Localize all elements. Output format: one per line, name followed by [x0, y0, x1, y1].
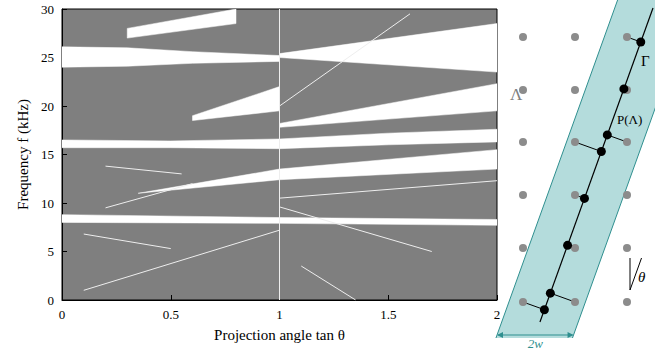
svg-text:2: 2 [494, 307, 501, 322]
svg-text:θ: θ [638, 269, 646, 285]
svg-text:20: 20 [41, 99, 54, 114]
svg-text:Λ: Λ [510, 85, 523, 104]
svg-text:2w: 2w [528, 336, 544, 351]
svg-text:0: 0 [48, 293, 55, 308]
svg-text:0: 0 [59, 307, 66, 322]
svg-text:5: 5 [48, 244, 55, 259]
svg-text:30: 30 [41, 2, 54, 17]
svg-text:25: 25 [41, 50, 54, 65]
svg-text:1.5: 1.5 [380, 307, 396, 322]
svg-text:10: 10 [41, 196, 54, 211]
svg-text:15: 15 [41, 147, 54, 162]
svg-text:Projection angle tan θ: Projection angle tan θ [214, 327, 345, 343]
svg-text:0.5: 0.5 [163, 307, 179, 322]
svg-text:Γ: Γ [641, 53, 650, 69]
svg-text:Frequency f (kHz): Frequency f (kHz) [15, 99, 32, 210]
svg-text:1: 1 [276, 307, 283, 322]
svg-text:P(Λ): P(Λ) [617, 112, 642, 127]
